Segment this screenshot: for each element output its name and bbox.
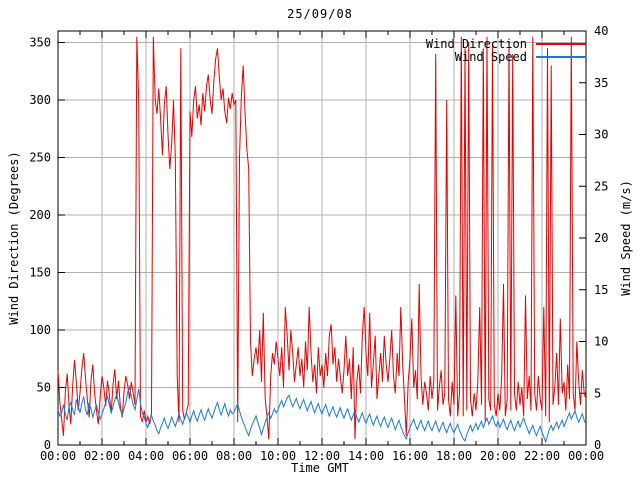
- x-tick-label: 18:00: [436, 449, 472, 463]
- y-axis-label-left: Wind Direction (Degrees): [7, 151, 21, 325]
- y-right-tick-label: 0: [594, 438, 601, 452]
- y-left-tick-label: 350: [29, 36, 51, 50]
- legend-row-wind-speed: Wind Speed: [426, 49, 586, 64]
- y-left-tick-label: 0: [44, 438, 51, 452]
- chart-title: 25/09/08: [287, 7, 353, 21]
- y-left-tick-label: 50: [37, 381, 51, 395]
- y-left-tick-label: 150: [29, 266, 51, 280]
- x-tick-label: 02:00: [84, 449, 120, 463]
- y-left-tick-label: 250: [29, 151, 51, 165]
- x-tick-label: 04:00: [128, 449, 164, 463]
- x-tick-label: 10:00: [260, 449, 296, 463]
- series-line-wind-speed: [57, 385, 587, 444]
- y-right-tick-label: 5: [594, 386, 601, 400]
- y-right-tick-label: 40: [594, 24, 608, 38]
- y-right-tick-label: 35: [594, 76, 608, 90]
- y-right-tick-label: 25: [594, 179, 608, 193]
- legend-line-sample-wind-direction: [536, 42, 586, 45]
- y-right-tick-label: 15: [594, 283, 608, 297]
- legend-row-wind-direction: Wind Direction: [425, 36, 586, 51]
- y-right-tick-label: 10: [594, 335, 608, 349]
- x-tick-label: 08:00: [216, 449, 252, 463]
- x-tick-label: 14:00: [348, 449, 384, 463]
- x-tick-label: 22:00: [524, 449, 560, 463]
- y-left-tick-label: 200: [29, 208, 51, 222]
- y-left-tick-label: 300: [29, 93, 51, 107]
- y-right-tick-label: 20: [594, 231, 608, 245]
- y-axis-label-right: Wind Speed (m/s): [619, 180, 633, 296]
- x-tick-label: 00:00: [568, 449, 604, 463]
- x-tick-label: 20:00: [480, 449, 516, 463]
- legend: Wind Direction Wind Speed: [425, 36, 586, 64]
- legend-label-wind-speed: Wind Speed: [454, 49, 527, 64]
- y-right-tick-label: 30: [594, 128, 608, 142]
- x-tick-label: 06:00: [172, 449, 208, 463]
- y-left-tick-label: 100: [29, 323, 51, 337]
- x-tick-label: 16:00: [392, 449, 428, 463]
- legend-label-wind-direction: Wind Direction: [425, 36, 527, 51]
- legend-line-sample-wind-speed: [536, 55, 586, 58]
- x-tick-label: 12:00: [304, 449, 340, 463]
- x-axis-label: Time GMT: [291, 461, 349, 475]
- x-tick-label: 00:00: [40, 449, 76, 463]
